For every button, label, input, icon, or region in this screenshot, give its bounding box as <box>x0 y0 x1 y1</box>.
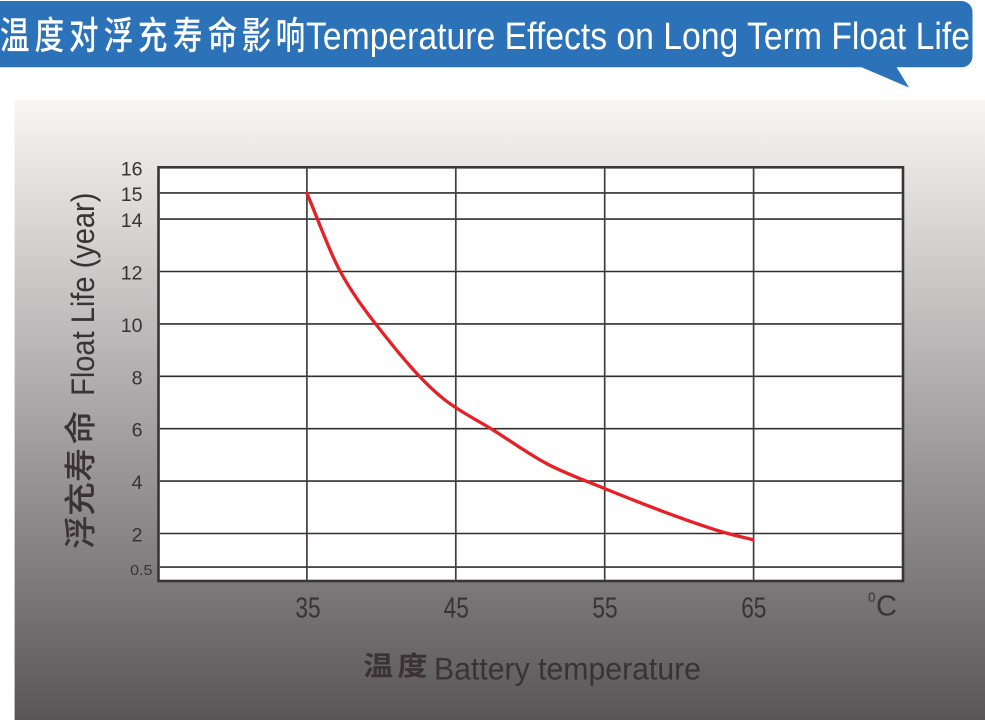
svg-text:35: 35 <box>295 593 320 625</box>
svg-text:65: 65 <box>741 593 766 625</box>
svg-text:Temperature Effects on Long Te: Temperature Effects on Long Term Float L… <box>306 16 970 58</box>
svg-text:10: 10 <box>121 315 143 337</box>
svg-text:Battery temperature: Battery temperature <box>434 651 701 687</box>
svg-text:12: 12 <box>121 263 143 285</box>
svg-text:15: 15 <box>121 184 143 206</box>
svg-text:Float Life (year): Float Life (year) <box>64 193 101 396</box>
svg-text:6: 6 <box>132 420 143 442</box>
svg-text:14: 14 <box>121 210 143 232</box>
svg-text:2: 2 <box>132 525 143 547</box>
svg-text:0.5: 0.5 <box>130 563 152 579</box>
svg-text:45: 45 <box>444 593 469 625</box>
svg-text:16: 16 <box>121 158 143 180</box>
svg-text:0: 0 <box>868 590 876 605</box>
svg-text:4: 4 <box>132 472 143 494</box>
svg-text:8: 8 <box>132 367 143 389</box>
svg-text:55: 55 <box>592 593 617 625</box>
svg-text:C: C <box>876 591 897 623</box>
